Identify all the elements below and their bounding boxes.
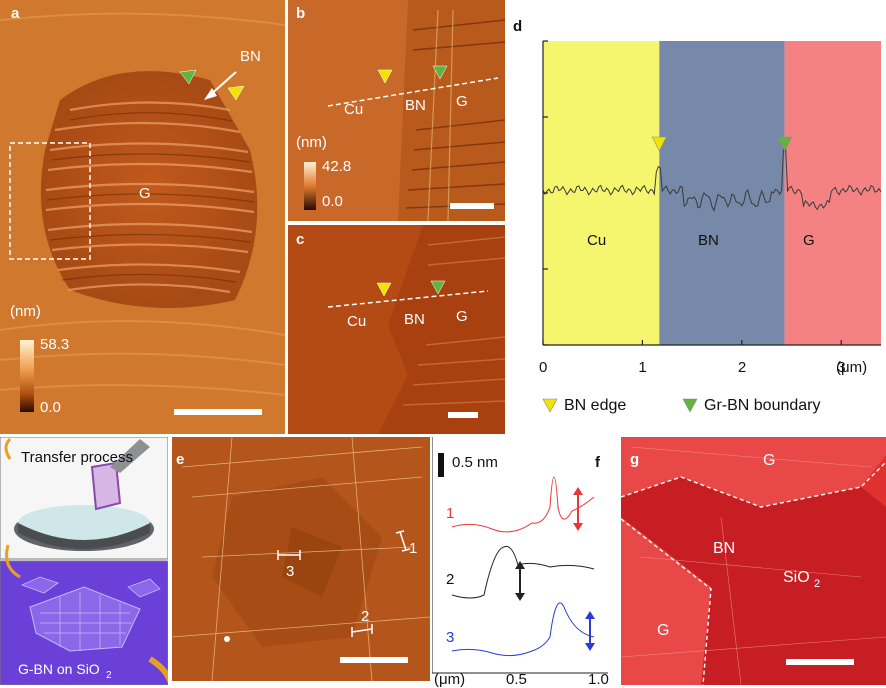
- colorbar-a: [20, 340, 34, 412]
- scale-bar-c: [448, 412, 478, 418]
- sio2-subscript: 2: [814, 578, 821, 590]
- trace-3: [451, 602, 595, 657]
- height-scale-bar: [438, 453, 444, 477]
- height-profile-line: [542, 145, 882, 212]
- panel-g: g G BN SiO 2 G: [621, 437, 886, 685]
- trace-3-label: 3: [446, 629, 455, 646]
- zoom-region-box: [9, 142, 91, 260]
- legend-boundary: Gr-BN boundary: [704, 397, 821, 414]
- bn-label: BN: [713, 540, 736, 557]
- colorbar-min: 0.0: [322, 193, 343, 210]
- x-tick-3: 3: [837, 359, 846, 376]
- scale-bar-b: [450, 203, 494, 209]
- bn-label: BN: [405, 97, 426, 114]
- marker-2: 2: [361, 608, 370, 625]
- x-tick-0: 0: [539, 359, 548, 376]
- panel-f-label: f: [595, 454, 600, 471]
- boundary-marker: [777, 136, 793, 152]
- scale-bar-e: [340, 657, 408, 663]
- caption-sub: 2: [106, 670, 112, 681]
- panel-d-chart: [542, 40, 882, 346]
- yellow-marker: [377, 69, 393, 84]
- x-tick-1-0: 1.0: [588, 671, 609, 688]
- trace-2: [451, 545, 595, 599]
- trace-1-label: 1: [446, 505, 455, 522]
- x-unit: (μm): [434, 671, 466, 688]
- x-tick-0-5: 0.5: [506, 671, 527, 688]
- region-g: [784, 41, 881, 345]
- sio2-label: SiO: [783, 569, 810, 586]
- height-scale-label: 0.5 nm: [452, 454, 498, 471]
- transfer-illustration: [0, 437, 168, 685]
- green-marker: [432, 65, 448, 80]
- panel-b: b Cu BN G (nm) 42.8 0.0: [288, 0, 505, 221]
- trace-2-label: 2: [446, 571, 455, 588]
- panel-e-label: e: [176, 451, 185, 468]
- g-label: G: [456, 308, 468, 325]
- region-g-label: G: [803, 232, 815, 249]
- x-tick-2: 2: [737, 359, 747, 376]
- colorbar-max: 42.8: [322, 158, 352, 175]
- trace-1: [451, 476, 595, 533]
- sample-chip-icon: [90, 461, 122, 511]
- bn-edge-marker: [651, 136, 667, 152]
- panel-a: a BN G (nm) 58.3 0.0: [0, 0, 285, 434]
- axes: [542, 40, 881, 346]
- boundary-legend-icon: [682, 398, 698, 413]
- green-marker: [430, 280, 446, 295]
- region-cu-label: Cu: [587, 232, 607, 249]
- scale-bar-a: [174, 409, 262, 415]
- g-label: G: [139, 185, 151, 202]
- panel-e-afm-image: [172, 437, 430, 681]
- panel-e: e 1 2 3: [172, 437, 430, 681]
- region-bn-label: BN: [698, 232, 719, 249]
- x-tick-1: 1: [638, 359, 647, 376]
- colorbar-max: 58.3: [40, 336, 70, 353]
- unit-label: (nm): [10, 303, 41, 320]
- panel-g-label: g: [630, 451, 640, 468]
- panel-a-label: a: [11, 5, 20, 22]
- bn-label: BN: [404, 311, 425, 328]
- flow-arrow: [5, 544, 21, 579]
- cu-label: Cu: [344, 101, 364, 118]
- panel-a-afm-image: [0, 0, 285, 434]
- panel-d: d Cu BN G 0 1 2 3 (μm) BN edge Gr-BN bou…: [506, 0, 886, 434]
- panel-b-afm-image: [288, 0, 505, 221]
- g-top-label: G: [763, 452, 776, 469]
- transfer-title: Transfer process: [21, 449, 133, 466]
- panel-transfer: Transfer process G-BN on SiO 2: [0, 437, 168, 685]
- panel-g-optical-image: [621, 437, 886, 685]
- colorbar-b: [304, 162, 316, 210]
- g-label: G: [456, 93, 468, 110]
- unit-label: (nm): [296, 134, 327, 151]
- green-marker: [179, 69, 197, 85]
- panel-f: 0.5 nm f 1 2 3 (μm) 0.5 1.0: [432, 437, 618, 688]
- tweezers-icon: [110, 439, 150, 473]
- panel-c-label: c: [296, 231, 305, 248]
- yellow-marker: [376, 282, 392, 297]
- g-left-label: G: [657, 622, 670, 639]
- scale-bar-g: [786, 659, 854, 665]
- marker-1: 1: [409, 540, 418, 557]
- panel-c: c Cu BN G: [288, 225, 505, 434]
- panel-d-label: d: [513, 18, 523, 35]
- panel-f-chart: [432, 437, 618, 674]
- region-bn: [659, 41, 785, 345]
- panel-b-label: b: [296, 5, 306, 22]
- region-cu: [543, 41, 660, 345]
- panel-c-afm-image: [288, 225, 505, 434]
- x-unit: (μm): [836, 359, 868, 376]
- cu-label: Cu: [347, 313, 367, 330]
- graphene-sheet-icon: [29, 586, 141, 652]
- yellow-marker: [227, 85, 245, 101]
- bn-label: BN: [240, 48, 261, 65]
- bn-edge-legend-icon: [542, 398, 558, 413]
- colorbar-min: 0.0: [40, 399, 61, 416]
- marker-3: 3: [286, 563, 295, 580]
- caption-main: G-BN on SiO: [18, 661, 100, 677]
- legend-bn-edge: BN edge: [564, 397, 627, 414]
